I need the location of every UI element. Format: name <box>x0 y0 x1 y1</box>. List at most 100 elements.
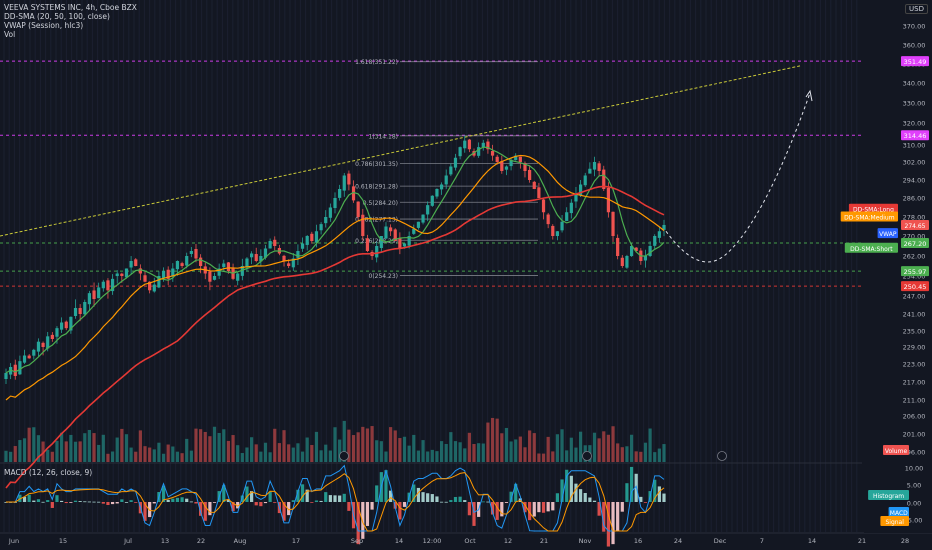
level-tag-bg <box>901 130 929 141</box>
volume-bar <box>393 430 397 462</box>
volume-bar <box>453 441 458 462</box>
macd-histogram-bar <box>578 489 583 502</box>
trend-line[interactable] <box>0 65 801 237</box>
price-tick: 360.00 <box>903 42 926 50</box>
candle <box>148 281 152 291</box>
volume-bar <box>407 445 411 462</box>
macd-histogram-bar <box>426 493 430 502</box>
volume-bar <box>643 442 648 462</box>
macd-histogram-bar <box>41 501 45 503</box>
macd-histogram-bar <box>389 490 393 502</box>
volume-bar <box>148 447 152 462</box>
candle <box>194 249 198 259</box>
macd-histogram-bar <box>639 496 643 502</box>
price-tick: 235.00 <box>903 328 926 336</box>
volume-bar <box>273 428 277 462</box>
vol-legend[interactable]: Vol <box>4 30 16 39</box>
volume-bar <box>402 436 407 462</box>
candle <box>157 276 161 288</box>
volume-bar <box>300 451 305 462</box>
macd-histogram-bar <box>453 496 458 502</box>
fib-retracement[interactable]: 1.618(351.22) 1(314.18) 0.786(301.35) 0.618… <box>355 59 538 280</box>
candle <box>384 226 388 239</box>
earnings-marker-icon <box>339 451 349 461</box>
volume-bar <box>194 428 198 462</box>
indicator-legend: VEEVA SYSTEMS INC, 4h, Cboe BZX DD-SMA (… <box>4 3 137 39</box>
macd-histogram-bar <box>653 479 657 502</box>
macd-histogram-bar <box>486 501 490 503</box>
macd-histogram-bar <box>625 483 629 502</box>
macd-histogram-bar <box>69 502 73 503</box>
volume-bar <box>444 443 448 462</box>
macd-tag: Histogram <box>873 493 904 500</box>
volume-bar <box>161 453 166 462</box>
volume-bar <box>249 437 254 462</box>
candle <box>328 207 332 218</box>
macd-histogram-bar <box>106 502 110 505</box>
candle <box>504 166 509 170</box>
trendline <box>0 65 801 237</box>
candle <box>611 211 615 236</box>
macd-histogram-bar <box>620 502 624 512</box>
projection-curve <box>665 92 811 263</box>
macd-histogram-bar <box>161 485 166 502</box>
volume-bar <box>254 444 258 462</box>
candle <box>291 258 295 268</box>
candle <box>175 261 180 270</box>
volume-bar <box>41 441 45 462</box>
price-tick: 196.00 <box>903 449 926 457</box>
macd-histogram-bar <box>46 500 50 502</box>
macd-histogram-bar <box>333 495 337 502</box>
volume-bar <box>384 451 388 462</box>
candle <box>259 256 263 262</box>
volume-bar <box>458 442 462 462</box>
vwap-legend[interactable]: VWAP (Session, hlc3) <box>4 21 84 30</box>
candle <box>166 269 170 279</box>
volume-bar <box>310 445 314 462</box>
candle <box>69 316 73 331</box>
candle <box>546 214 550 225</box>
indicator-tag: DD-SMA:Long <box>853 207 894 214</box>
indicator-tag: DD-SMA:Short <box>850 246 893 253</box>
volume-bar <box>46 449 50 462</box>
currency-button[interactable]: USD <box>905 4 928 14</box>
macd-histogram-bar <box>384 470 388 502</box>
time-tick: Oct <box>464 537 476 545</box>
volume-bar <box>78 441 82 462</box>
symbol-title[interactable]: VEEVA SYSTEMS INC, 4h, Cboe BZX <box>4 3 137 12</box>
macd-histogram-bar <box>421 492 425 502</box>
macd-histogram-bar <box>134 502 138 503</box>
macd-histogram-bar <box>50 502 54 508</box>
candle <box>97 287 101 299</box>
volume-bar <box>463 448 467 462</box>
candle <box>416 221 421 228</box>
candle <box>342 175 346 191</box>
volume-bar <box>578 431 583 462</box>
volume-bar <box>245 447 249 462</box>
candle <box>236 273 240 281</box>
candle <box>41 342 45 347</box>
macd-histogram-bar <box>342 493 346 502</box>
candle <box>300 243 305 249</box>
projection-path[interactable] <box>665 89 813 263</box>
time-axis[interactable]: Jun 15 Jul 13 22 Aug 17 Sep 14 12:00 Oct 12 21 Nov 16 2… <box>8 537 909 545</box>
candle <box>87 293 92 305</box>
macd-histogram-bar <box>537 502 541 513</box>
sma-legend[interactable]: DD-SMA (20, 50, 100, close) <box>4 12 110 21</box>
event-markers[interactable] <box>339 451 727 461</box>
macd-histogram-bar <box>495 502 499 520</box>
candle <box>435 189 439 197</box>
macd-histogram-bar <box>439 501 444 503</box>
price-axis[interactable]: 370.00360.00350.00340.00330.00320.00310.… <box>864 0 932 533</box>
candle <box>36 341 41 352</box>
candle <box>143 275 147 282</box>
candle <box>263 248 268 258</box>
macd-histogram-bar <box>305 489 309 502</box>
macd-legend[interactable]: MACD (12, 26, close, 9) <box>4 468 93 477</box>
price-tick: 229.00 <box>903 344 926 352</box>
macd-histogram-bar <box>115 502 119 504</box>
volume-bar <box>435 451 439 462</box>
macd-histogram-bar <box>597 502 601 516</box>
volume-bar <box>263 442 268 462</box>
